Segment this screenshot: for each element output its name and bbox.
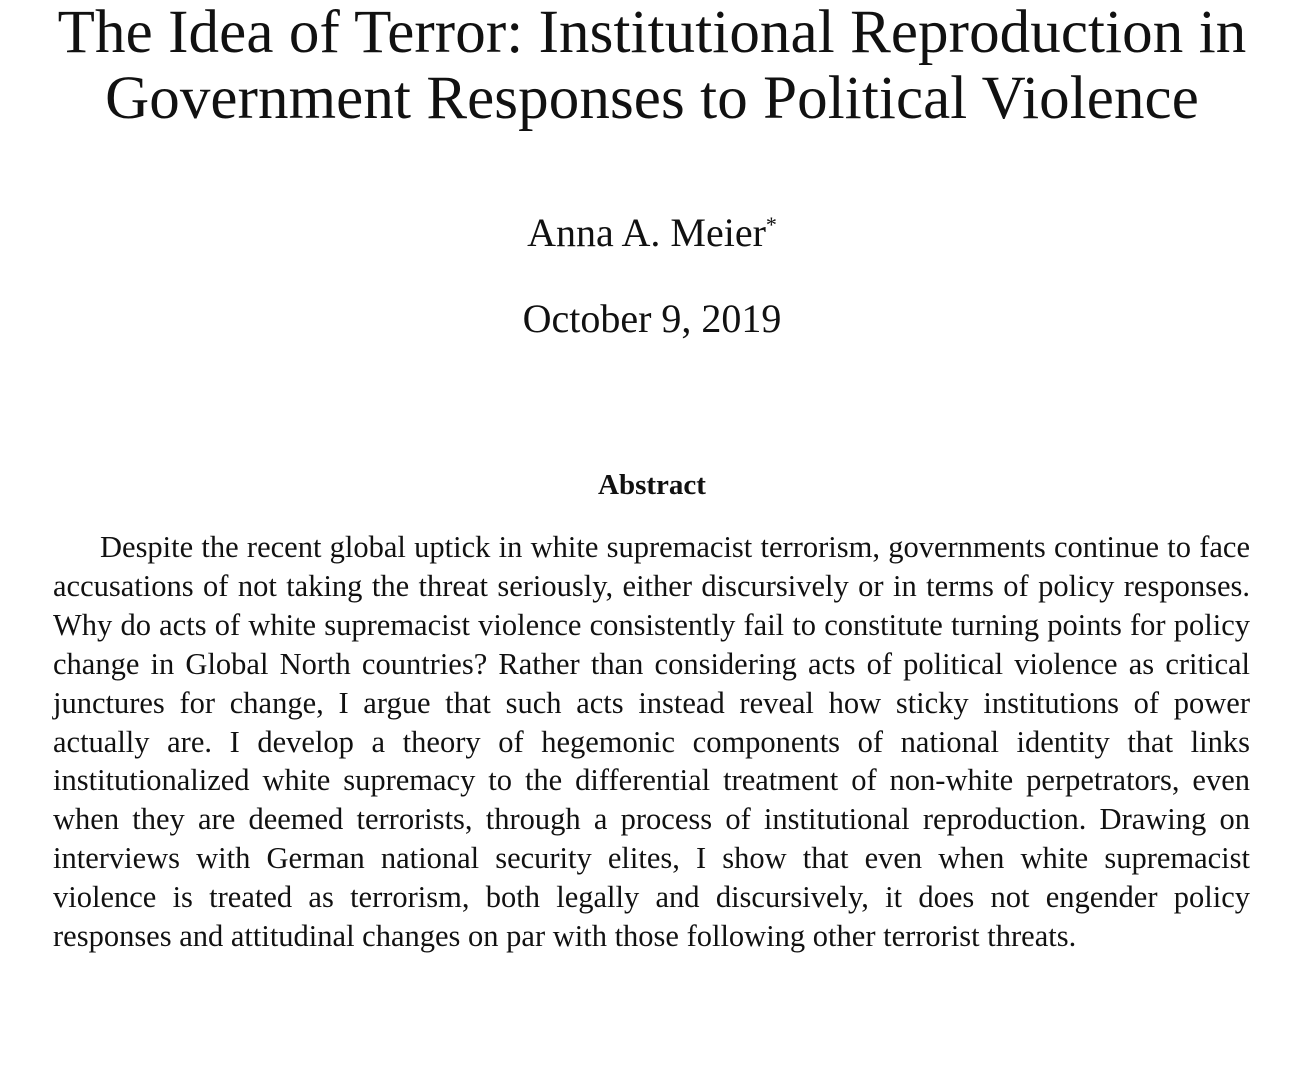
title-line-2: Government Responses to Political Violen… (105, 65, 1199, 132)
author-line: Anna A. Meier* (0, 210, 1304, 256)
abstract-text: Despite the recent global uptick in whit… (53, 530, 1250, 954)
publication-date: October 9, 2019 (522, 296, 782, 341)
title-line-1: The Idea of Terror: Institutional Reprod… (57, 0, 1247, 66)
abstract-heading: Abstract (598, 469, 706, 501)
author-footnote-mark[interactable]: * (765, 212, 777, 237)
author-name: Anna A. Meier (527, 210, 766, 255)
paper-title: The Idea of Terror: Institutional Reprod… (0, 0, 1304, 132)
